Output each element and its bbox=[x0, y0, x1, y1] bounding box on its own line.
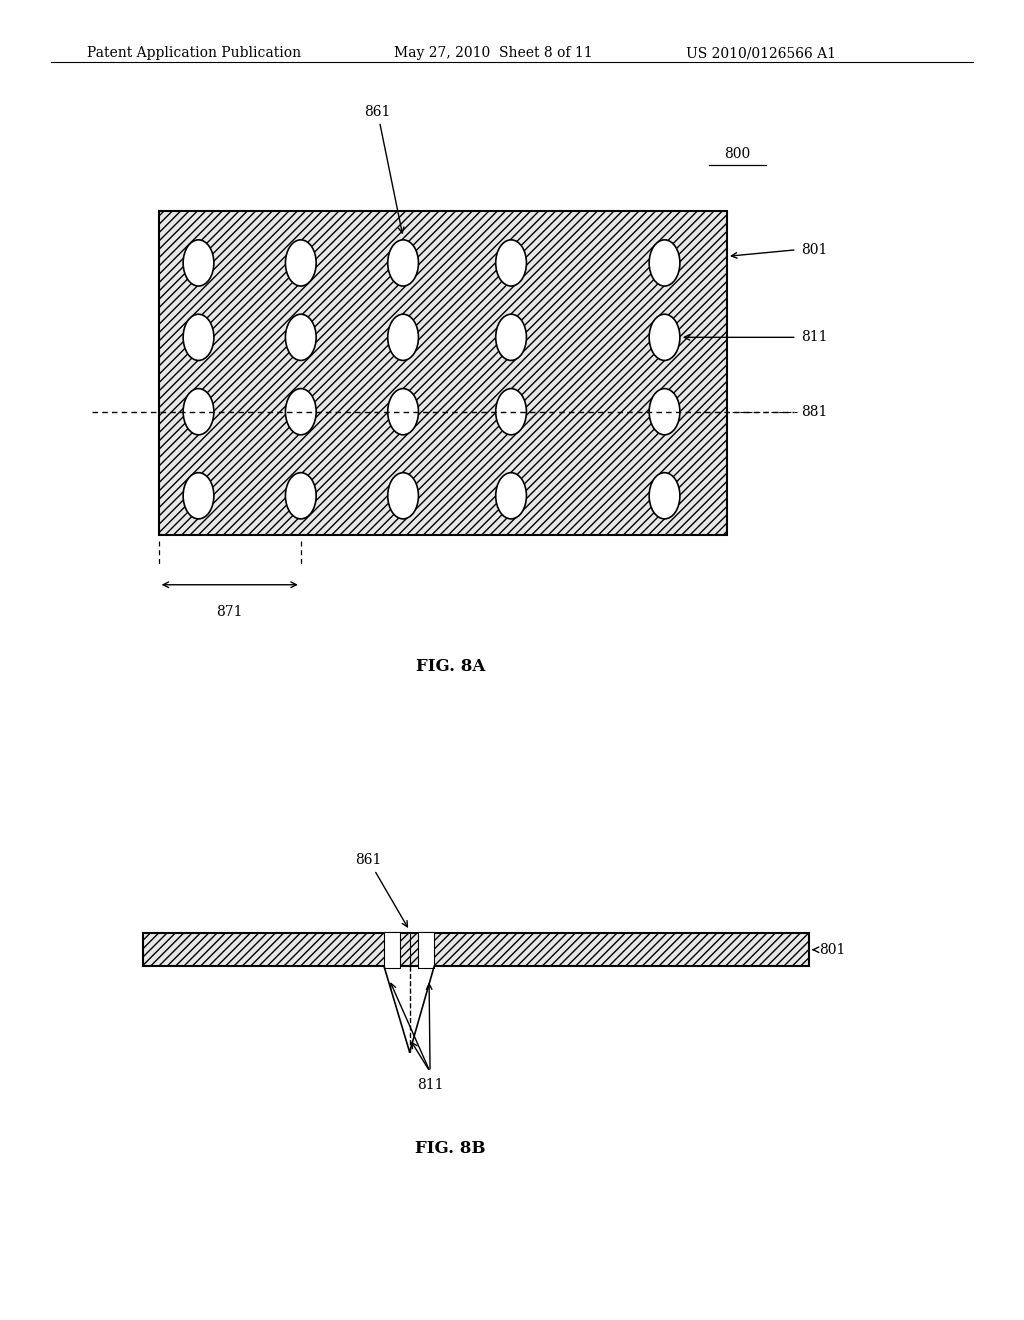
Text: 800: 800 bbox=[724, 147, 751, 161]
Ellipse shape bbox=[496, 240, 526, 286]
Ellipse shape bbox=[649, 473, 680, 519]
Text: 801: 801 bbox=[819, 942, 846, 957]
Ellipse shape bbox=[388, 473, 419, 519]
Ellipse shape bbox=[388, 388, 419, 434]
Ellipse shape bbox=[388, 314, 419, 360]
Text: 861: 861 bbox=[365, 104, 403, 232]
Bar bbox=[418, 932, 434, 968]
Text: 811: 811 bbox=[801, 330, 827, 345]
Ellipse shape bbox=[649, 240, 680, 286]
Ellipse shape bbox=[183, 388, 214, 434]
Text: May 27, 2010  Sheet 8 of 11: May 27, 2010 Sheet 8 of 11 bbox=[394, 46, 593, 61]
Ellipse shape bbox=[649, 314, 680, 360]
Ellipse shape bbox=[649, 388, 680, 434]
Ellipse shape bbox=[183, 473, 214, 519]
Text: 871: 871 bbox=[216, 605, 243, 619]
Ellipse shape bbox=[286, 473, 316, 519]
Text: 801: 801 bbox=[801, 243, 827, 257]
Ellipse shape bbox=[496, 473, 526, 519]
Ellipse shape bbox=[286, 314, 316, 360]
Ellipse shape bbox=[286, 388, 316, 434]
Ellipse shape bbox=[388, 240, 419, 286]
Ellipse shape bbox=[496, 314, 526, 360]
Text: 811: 811 bbox=[417, 1078, 443, 1093]
Ellipse shape bbox=[183, 240, 214, 286]
Text: 881: 881 bbox=[801, 405, 827, 418]
Text: FIG. 8B: FIG. 8B bbox=[416, 1140, 485, 1156]
Ellipse shape bbox=[286, 240, 316, 286]
Bar bbox=[143, 933, 809, 966]
Text: Patent Application Publication: Patent Application Publication bbox=[87, 46, 301, 61]
Ellipse shape bbox=[496, 388, 526, 434]
Bar bbox=[159, 211, 727, 535]
Text: US 2010/0126566 A1: US 2010/0126566 A1 bbox=[686, 46, 836, 61]
Text: 861: 861 bbox=[355, 853, 408, 927]
Text: FIG. 8A: FIG. 8A bbox=[416, 659, 485, 675]
Ellipse shape bbox=[183, 314, 214, 360]
Bar bbox=[384, 932, 400, 968]
